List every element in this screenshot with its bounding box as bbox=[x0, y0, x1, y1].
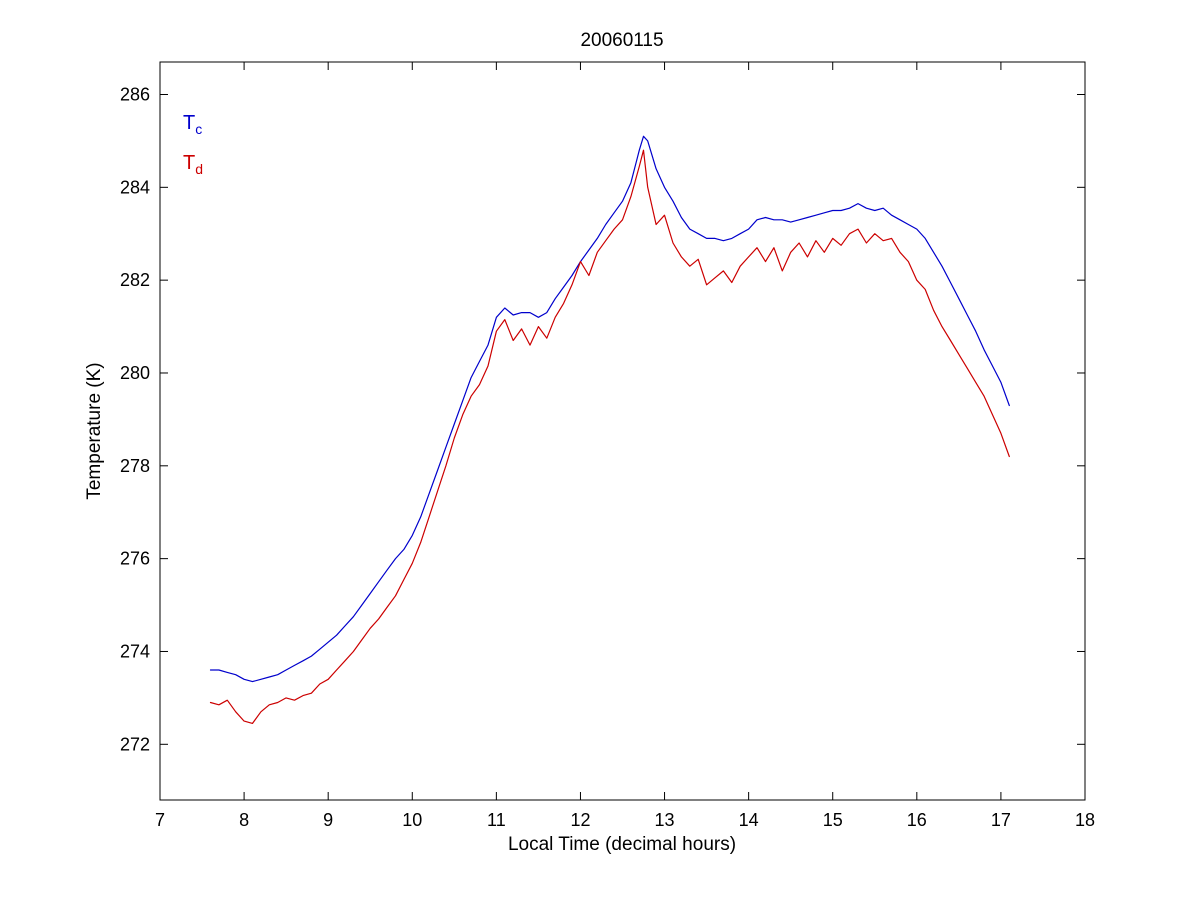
svg-text:10: 10 bbox=[402, 810, 422, 830]
svg-text:280: 280 bbox=[120, 363, 150, 383]
svg-text:286: 286 bbox=[120, 84, 150, 104]
legend-tc-subscript: c bbox=[195, 121, 203, 137]
svg-text:12: 12 bbox=[570, 810, 590, 830]
svg-text:284: 284 bbox=[120, 177, 150, 197]
svg-text:17: 17 bbox=[991, 810, 1011, 830]
svg-text:272: 272 bbox=[120, 734, 150, 754]
svg-text:18: 18 bbox=[1075, 810, 1095, 830]
svg-text:11: 11 bbox=[487, 810, 506, 830]
svg-text:9: 9 bbox=[323, 810, 333, 830]
svg-text:8: 8 bbox=[239, 810, 249, 830]
x-axis-label: Local Time (decimal hours) bbox=[507, 834, 737, 855]
legend-entry-tc: Tc bbox=[183, 112, 202, 137]
chart-title: 20060115 bbox=[580, 30, 664, 51]
svg-text:15: 15 bbox=[823, 810, 843, 830]
legend-entry-td: Td bbox=[183, 152, 203, 177]
svg-text:13: 13 bbox=[655, 810, 675, 830]
legend-tc-label: T bbox=[183, 112, 196, 134]
svg-text:282: 282 bbox=[120, 270, 150, 290]
svg-text:276: 276 bbox=[120, 549, 150, 569]
legend-td-label: T bbox=[183, 152, 196, 174]
svg-text:274: 274 bbox=[120, 641, 150, 661]
svg-text:16: 16 bbox=[907, 810, 927, 830]
svg-text:7: 7 bbox=[155, 810, 165, 830]
svg-text:278: 278 bbox=[120, 456, 150, 476]
legend-td-subscript: d bbox=[195, 161, 204, 177]
svg-text:14: 14 bbox=[739, 810, 759, 830]
